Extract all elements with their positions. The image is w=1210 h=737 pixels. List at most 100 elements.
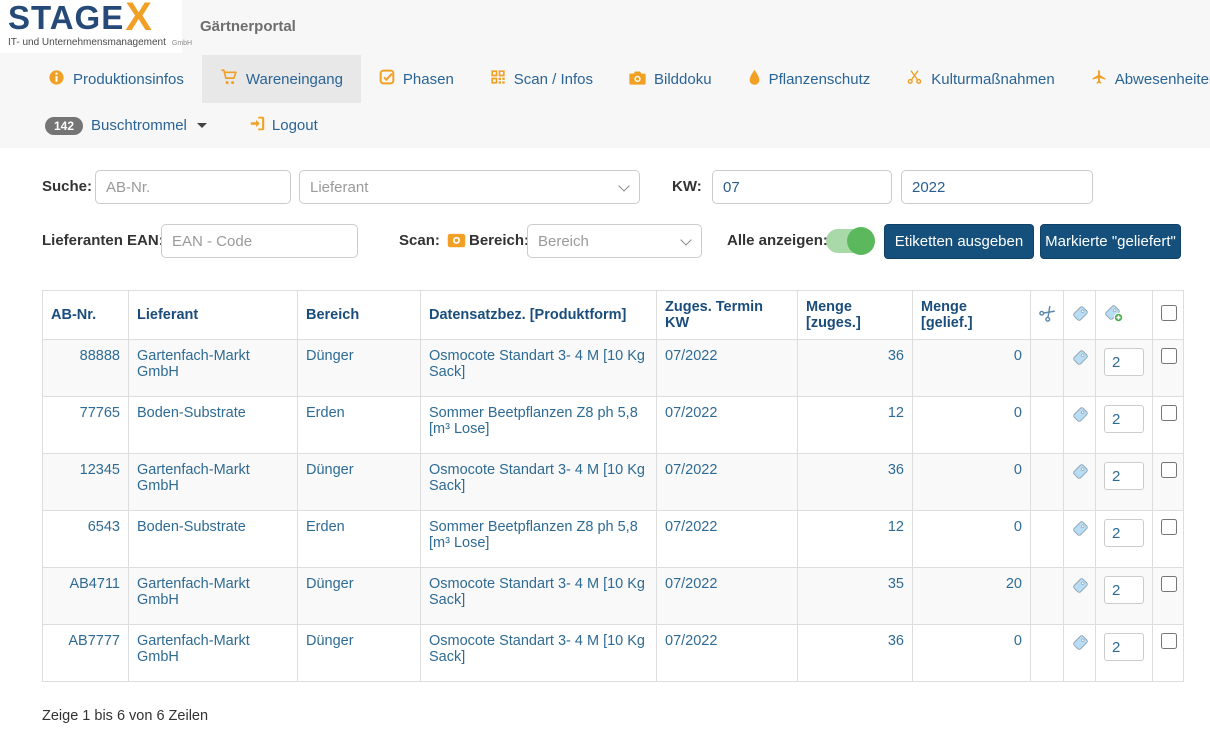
tab-label: Phasen <box>402 70 454 88</box>
cell-checkbox <box>1152 510 1184 568</box>
cell-menge-zuges: 36 <box>797 339 913 397</box>
tab-wareneingang[interactable]: Wareneingang <box>201 55 361 103</box>
buschtrommel-dropdown[interactable]: 142 Buschtrommel <box>45 116 207 135</box>
tab-bilddoku[interactable]: Bilddoku <box>611 55 730 103</box>
cell-termin: 07/2022 <box>656 453 798 511</box>
tab-kulturmassnahmen[interactable]: Kulturmaßnahmen <box>888 55 1072 103</box>
cell-tag[interactable] <box>1063 453 1096 511</box>
header-termin: Zuges. Termin KW <box>656 290 798 340</box>
cell-checkbox <box>1152 567 1184 625</box>
stagex-logo: STAGE X IT- und Unternehmensmanagement Gmb… <box>0 0 193 53</box>
cell-etiketten-qty <box>1095 453 1153 511</box>
cell-tag[interactable] <box>1063 396 1096 454</box>
header-tag-plus-icon <box>1095 290 1153 340</box>
header-ab-nr: AB-Nr. <box>42 290 129 340</box>
cell-ab-nr: 12345 <box>42 453 129 511</box>
cell-ab-nr: 6543 <box>42 510 129 568</box>
cell-tag[interactable] <box>1063 510 1096 568</box>
logo-subtitle: IT- und Unternehmensmanagement GmbH <box>8 37 193 48</box>
tab-abwesenheiten[interactable]: Abwesenheiten <box>1073 55 1210 103</box>
tab-label: Kulturmaßnahmen <box>931 70 1055 88</box>
cell-tag[interactable] <box>1063 624 1096 682</box>
row-checkbox[interactable] <box>1161 348 1177 364</box>
cell-datensatz: Sommer Beetpflanzen Z8 ph 5,8 [m³ Lose] <box>420 396 657 454</box>
table-summary: Zeige 1 bis 6 von 6 Zeilen <box>42 708 209 724</box>
cart-icon <box>220 68 238 90</box>
cell-etiketten-qty <box>1095 567 1153 625</box>
logo-gmbh: GmbH <box>171 40 193 47</box>
cell-checkbox <box>1152 453 1184 511</box>
cell-bereich: Erden <box>297 510 421 568</box>
header-lieferant: Lieferant <box>128 290 298 340</box>
tab-scan-infos[interactable]: Scan / Infos <box>472 55 611 103</box>
cell-bereich: Dünger <box>297 339 421 397</box>
row-checkbox[interactable] <box>1161 519 1177 535</box>
scan-label: Scan: <box>399 232 440 249</box>
cell-ab-nr: 88888 <box>42 339 129 397</box>
cell-menge-zuges: 12 <box>797 510 913 568</box>
tab-label: Bilddoku <box>654 70 712 88</box>
plane-icon <box>1091 69 1107 89</box>
header-scissors-icon <box>1030 290 1064 340</box>
lieferant-select-wrap: Lieferant <box>299 170 640 204</box>
etiketten-qty-input[interactable] <box>1104 462 1144 490</box>
cell-menge-zuges: 12 <box>797 396 913 454</box>
lieferant-select[interactable]: Lieferant <box>299 170 640 204</box>
cell-scissors <box>1030 567 1064 625</box>
droplet-icon <box>748 69 761 90</box>
cell-etiketten-qty <box>1095 396 1153 454</box>
cell-ab-nr: 77765 <box>42 396 129 454</box>
row-checkbox[interactable] <box>1161 576 1177 592</box>
row-checkbox[interactable] <box>1161 633 1177 649</box>
header-menge-gelief: Menge [gelief.] <box>912 290 1031 340</box>
secondary-nav: 142 Buschtrommel Logout <box>0 103 1210 148</box>
cell-scissors <box>1030 339 1064 397</box>
logout-button[interactable]: Logout <box>249 115 318 136</box>
wareneingang-table: AB-Nr. Lieferant Bereich Datensatzbez. [… <box>42 290 1184 682</box>
tab-label: Scan / Infos <box>513 70 594 88</box>
ean-input[interactable] <box>161 224 358 258</box>
cell-menge-zuges: 36 <box>797 453 913 511</box>
etiketten-qty-input[interactable] <box>1104 576 1144 604</box>
etiketten-ausgeben-button[interactable]: Etiketten ausgeben <box>884 224 1034 259</box>
cell-checkbox <box>1152 396 1184 454</box>
search-row: Suche: Lieferant KW: <box>0 170 1210 204</box>
suche-label: Suche: <box>42 178 93 195</box>
cell-lieferant: Boden-Substrate <box>128 396 298 454</box>
bereich-select[interactable]: Bereich <box>527 224 702 258</box>
check-square-icon <box>379 69 395 89</box>
row-checkbox[interactable] <box>1161 462 1177 478</box>
row-checkbox[interactable] <box>1161 405 1177 421</box>
etiketten-qty-input[interactable] <box>1104 633 1144 661</box>
scan-camera-icon[interactable] <box>447 232 466 253</box>
year-input[interactable] <box>901 170 1093 204</box>
markierte-geliefert-button[interactable]: Markierte "geliefert" <box>1040 224 1181 259</box>
toggle-knob <box>847 227 875 255</box>
cell-checkbox <box>1152 624 1184 682</box>
header-datensatz: Datensatzbez. [Produktform] <box>420 290 657 340</box>
etiketten-qty-input[interactable] <box>1104 519 1144 547</box>
tab-phasen[interactable]: Phasen <box>361 55 472 103</box>
logo-text: STAGE <box>8 0 125 36</box>
cell-menge-gelief: 0 <box>912 339 1031 397</box>
cell-menge-zuges: 36 <box>797 624 913 682</box>
cell-lieferant: Boden-Substrate <box>128 510 298 568</box>
ab-nr-search-input[interactable] <box>95 170 291 204</box>
table-row: 12345 Gartenfach-Markt GmbH Dünger Osmoc… <box>42 453 1184 511</box>
etiketten-qty-input[interactable] <box>1104 405 1144 433</box>
kw-input[interactable] <box>712 170 892 204</box>
scissors-icon <box>906 69 923 90</box>
cell-datensatz: Osmocote Standart 3- 4 M [10 Kg Sack] <box>420 567 657 625</box>
cell-termin: 07/2022 <box>656 339 798 397</box>
tab-produktionsinfos[interactable]: Produktionsinfos <box>30 55 202 103</box>
cell-tag[interactable] <box>1063 339 1096 397</box>
count-badge: 142 <box>45 116 84 135</box>
main-nav: Produktionsinfos Wareneingang Phasen Sca… <box>0 55 1210 103</box>
tab-pflanzenschutz[interactable]: Pflanzenschutz <box>730 55 889 103</box>
alle-anzeigen-toggle[interactable] <box>826 227 875 255</box>
select-all-checkbox[interactable] <box>1161 305 1177 321</box>
etiketten-qty-input[interactable] <box>1104 348 1144 376</box>
bereich-label: Bereich: <box>469 232 530 249</box>
cell-tag[interactable] <box>1063 567 1096 625</box>
